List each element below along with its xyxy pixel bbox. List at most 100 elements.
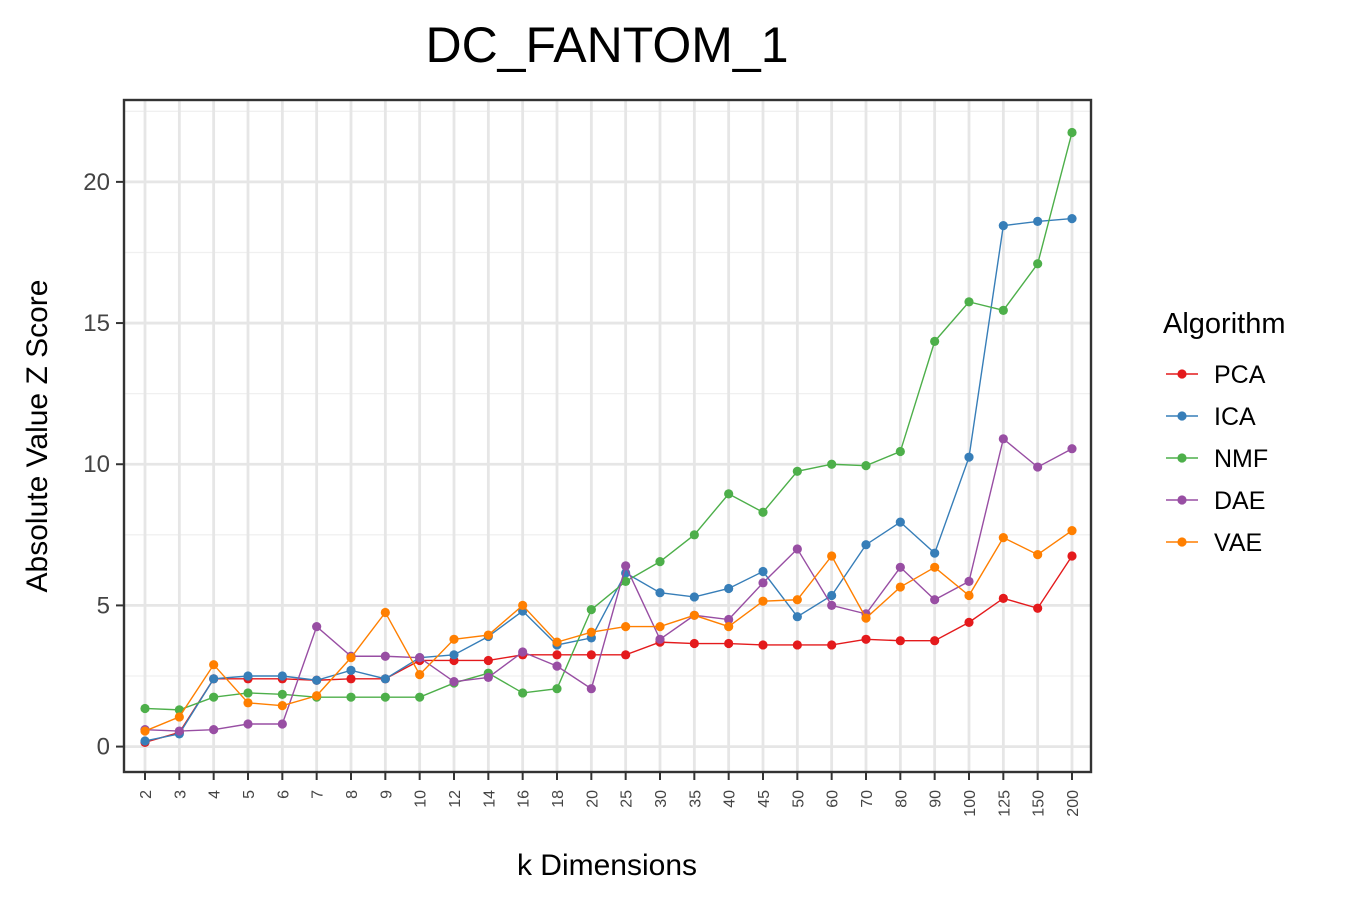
data-point xyxy=(689,530,699,540)
data-point xyxy=(209,660,219,670)
y-axis: 0 5 10 15 20 xyxy=(83,169,124,761)
data-point xyxy=(449,650,459,660)
y-tick-label: 10 xyxy=(83,451,110,478)
data-point xyxy=(758,578,768,588)
x-tick-label: 20 xyxy=(584,790,601,808)
data-point xyxy=(758,596,768,606)
x-tick-label: 70 xyxy=(859,790,876,808)
data-point xyxy=(930,636,940,646)
data-point xyxy=(346,665,356,675)
data-point xyxy=(174,712,184,722)
data-point xyxy=(552,637,562,647)
data-point xyxy=(655,621,665,632)
series-line-dae xyxy=(144,437,1073,732)
legend-item-vae: VAE xyxy=(1166,529,1262,557)
data-point xyxy=(621,576,631,587)
data-point xyxy=(312,675,322,685)
x-tick-label: 90 xyxy=(928,790,945,808)
data-point xyxy=(209,725,219,735)
data-point xyxy=(449,677,459,687)
data-point xyxy=(724,614,734,625)
data-point xyxy=(621,650,631,660)
data-point xyxy=(895,562,905,572)
x-tick-label: 16 xyxy=(516,790,533,808)
x-tick-label: 45 xyxy=(756,790,773,808)
data-point xyxy=(827,590,837,601)
data-point xyxy=(483,655,493,666)
data-point xyxy=(277,671,287,681)
data-point xyxy=(724,489,734,499)
y-tick-label: 0 xyxy=(97,734,110,761)
x-tick-label: 150 xyxy=(1031,790,1048,817)
x-tick-label: 80 xyxy=(893,790,910,808)
data-point xyxy=(380,674,390,684)
x-tick-label: 60 xyxy=(825,790,842,808)
legend-item-ica: ICA xyxy=(1166,403,1256,431)
data-point xyxy=(930,548,940,558)
data-point xyxy=(1033,216,1043,227)
data-point xyxy=(861,613,871,623)
data-point xyxy=(861,540,871,550)
data-point xyxy=(964,590,974,601)
data-point xyxy=(1067,127,1077,138)
data-point xyxy=(1033,603,1043,613)
data-point xyxy=(415,692,425,702)
x-tick-label: 4 xyxy=(207,790,224,799)
x-axis: 2 3 4 5 6 7 8 9 10 12 14 16 18 20 25 30 35 40 45 50 60 70 80 90… xyxy=(138,772,1082,817)
data-point xyxy=(243,671,253,681)
data-point xyxy=(518,688,528,698)
data-point xyxy=(689,592,699,602)
x-tick-label: 2 xyxy=(138,790,155,799)
data-point xyxy=(277,701,287,711)
x-tick-label: 9 xyxy=(378,790,395,799)
data-point xyxy=(998,305,1008,315)
data-point xyxy=(998,221,1008,231)
plot-frame xyxy=(122,98,1093,774)
x-tick-label: 30 xyxy=(653,790,670,808)
x-tick-label: 50 xyxy=(790,790,807,808)
data-point xyxy=(724,583,734,594)
data-point xyxy=(655,557,665,567)
data-point xyxy=(621,561,631,571)
data-point xyxy=(998,593,1008,603)
y-tick-label: 15 xyxy=(83,310,110,337)
data-point xyxy=(243,688,253,698)
data-point xyxy=(483,630,493,640)
data-point xyxy=(724,638,734,649)
data-point xyxy=(1033,259,1043,269)
data-point xyxy=(586,650,596,660)
series-line-vae xyxy=(144,530,1073,732)
x-axis-title: k Dimensions xyxy=(517,849,697,882)
legend-item-pca: PCA xyxy=(1166,361,1266,389)
data-point xyxy=(380,651,390,661)
data-point xyxy=(964,452,974,462)
data-point xyxy=(415,669,425,680)
data-point xyxy=(1067,213,1077,224)
data-point xyxy=(964,576,974,587)
data-point xyxy=(449,634,459,644)
legend-marker xyxy=(1177,537,1187,547)
data-point xyxy=(1033,462,1043,472)
legend-label: DAE xyxy=(1214,487,1265,515)
data-point xyxy=(827,640,837,650)
data-point xyxy=(621,621,631,632)
data-point xyxy=(655,588,665,598)
data-point xyxy=(792,466,802,476)
data-point xyxy=(792,640,802,650)
legend-marker xyxy=(1177,369,1187,379)
data-point xyxy=(346,653,356,663)
data-point xyxy=(998,434,1008,444)
data-point xyxy=(209,692,219,702)
data-point xyxy=(312,621,322,632)
gridlines xyxy=(124,100,1091,772)
data-point xyxy=(140,736,150,746)
x-tick-label: 125 xyxy=(996,790,1013,817)
x-tick-label: 3 xyxy=(172,790,189,799)
data-point xyxy=(552,661,562,671)
data-point xyxy=(895,517,905,527)
data-point xyxy=(1033,549,1043,560)
series-line-nmf xyxy=(144,132,1073,711)
chart-title: DC_FANTOM_1 xyxy=(425,17,788,73)
data-point xyxy=(792,544,802,554)
